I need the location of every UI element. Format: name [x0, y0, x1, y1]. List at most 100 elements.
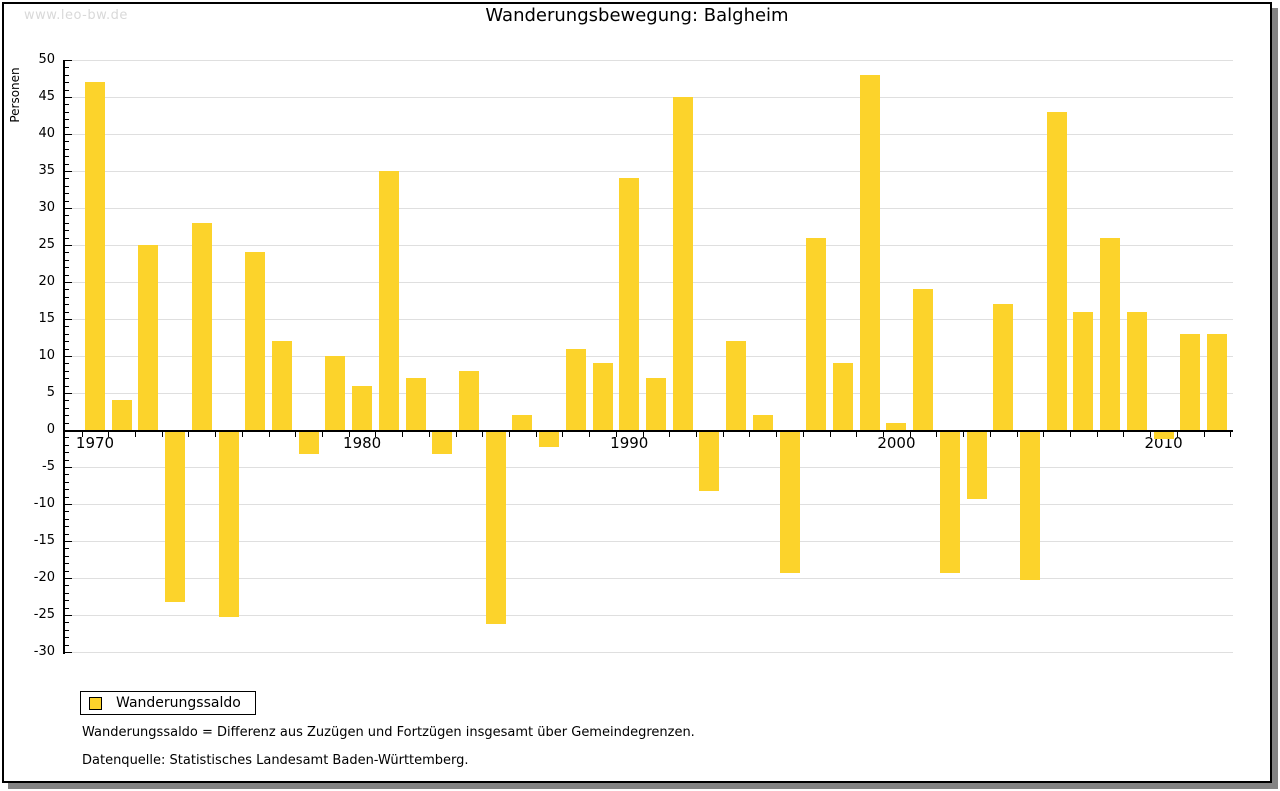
bar-1983 [432, 432, 453, 455]
y-tick-label: 40 [38, 126, 55, 141]
x-axis-tick [215, 432, 217, 437]
y-axis-tick [65, 267, 69, 269]
y-axis-tick [65, 171, 72, 172]
gridline [65, 282, 1233, 283]
bar-1995 [752, 415, 773, 430]
x-axis-tick [909, 432, 911, 437]
x-axis-tick [1016, 432, 1018, 437]
y-axis-tick [65, 607, 69, 609]
bar-1973 [165, 432, 186, 603]
x-axis-tick [562, 432, 564, 437]
bar-2007 [1073, 311, 1094, 430]
y-tick-label: 0 [46, 422, 55, 437]
bar-2002 [939, 432, 960, 573]
gridline [65, 171, 1233, 172]
y-axis-tick [65, 622, 69, 624]
y-axis-tick [65, 119, 69, 121]
x-axis-tick [482, 432, 484, 437]
x-axis-tick [722, 432, 724, 437]
y-axis-tick [65, 356, 72, 357]
x-axis-tick [161, 432, 163, 437]
gridline [65, 134, 1233, 135]
x-axis-tick [535, 432, 537, 437]
bar-2010 [1153, 432, 1174, 440]
y-axis-tick [65, 467, 72, 468]
x-axis-tick [135, 432, 137, 437]
y-axis-tick [65, 592, 69, 594]
x-axis-tick [375, 432, 377, 437]
bar-1972 [138, 245, 159, 430]
gridline [65, 356, 1233, 357]
bar-1986 [512, 415, 533, 430]
x-axis-tick [642, 432, 644, 437]
y-axis-tick [65, 341, 69, 343]
bar-1990 [619, 178, 640, 430]
y-axis-tick [65, 163, 69, 165]
bar-2003 [966, 432, 987, 499]
y-tick-label: 30 [38, 200, 55, 215]
y-axis-tick [65, 148, 69, 150]
x-axis-tick [802, 432, 804, 437]
x-axis-tick [428, 432, 430, 437]
y-axis-tick [65, 208, 72, 209]
y-axis-tick [65, 570, 69, 572]
y-axis-tick [65, 252, 69, 254]
y-axis-tick [65, 407, 69, 409]
bar-2011 [1180, 333, 1201, 430]
bar-2001 [913, 289, 934, 430]
y-axis-tick [65, 259, 69, 261]
x-axis-line [63, 430, 1233, 432]
bar-1998 [832, 363, 853, 430]
y-tick-label: -10 [33, 496, 55, 511]
y-axis-tick [65, 60, 72, 61]
y-axis-tick [65, 156, 69, 158]
y-axis-tick [65, 600, 69, 602]
x-axis-tick [989, 432, 991, 437]
y-tick-label: 5 [46, 385, 55, 400]
y-axis-tick [65, 282, 72, 283]
y-axis-tick [65, 422, 69, 424]
y-tick-label: 35 [38, 163, 55, 178]
bar-1999 [859, 74, 880, 430]
gridline [65, 245, 1233, 246]
bar-1982 [405, 378, 426, 430]
bar-1970 [85, 82, 105, 430]
y-axis-tick [65, 178, 69, 180]
y-tick-label: -25 [33, 607, 55, 622]
y-axis-tick [65, 363, 69, 365]
y-axis-tick [65, 504, 72, 505]
y-axis-tick [65, 415, 69, 417]
gridline [65, 208, 1233, 209]
x-axis-tick [1230, 432, 1232, 437]
legend-swatch-icon [89, 696, 102, 710]
y-axis-tick [65, 437, 69, 439]
bar-1976 [245, 252, 266, 430]
bar-1989 [592, 363, 613, 430]
x-axis-tick [1150, 432, 1152, 437]
y-axis-tick [65, 644, 69, 646]
x-axis-tick [1070, 432, 1072, 437]
y-axis-tick [65, 274, 69, 276]
x-axis-tick [1096, 432, 1098, 437]
bar-1992 [672, 97, 693, 430]
x-axis-tick [883, 432, 885, 437]
y-axis-tick [65, 134, 72, 135]
bar-1985 [485, 432, 506, 625]
x-tick-label: 2000 [877, 434, 916, 452]
x-tick-label: 1990 [610, 434, 649, 452]
bar-2012 [1206, 333, 1227, 430]
y-tick-label: 15 [38, 311, 55, 326]
y-axis-tick [65, 222, 69, 224]
y-axis-tick [65, 215, 69, 217]
y-axis-tick [65, 126, 69, 128]
y-axis-line [63, 60, 65, 654]
x-axis-tick [615, 432, 617, 437]
bar-2005 [1019, 432, 1040, 580]
y-axis-tick [65, 67, 69, 69]
bar-1993 [699, 432, 720, 492]
x-axis-tick [509, 432, 511, 437]
x-tick-label: 1980 [343, 434, 382, 452]
y-axis-tick [65, 629, 69, 631]
y-axis-tick [65, 245, 72, 246]
chart-title: Wanderungsbewegung: Balgheim [485, 5, 789, 26]
